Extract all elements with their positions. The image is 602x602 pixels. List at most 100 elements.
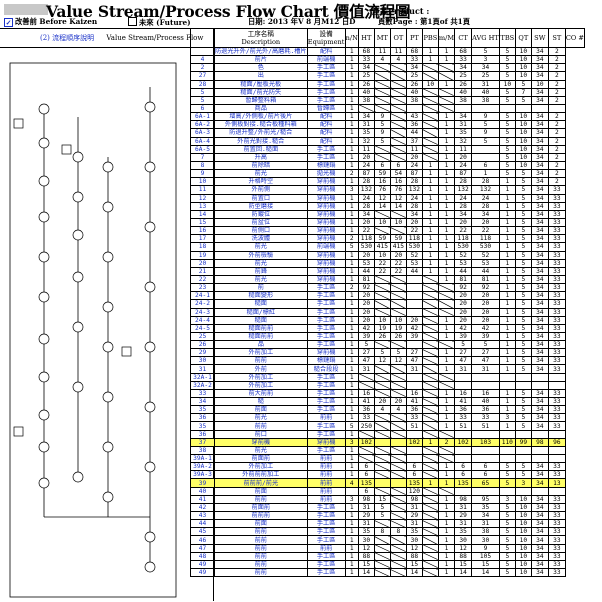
table-cell: 6: [357, 486, 375, 496]
table-cell: 1: [498, 315, 516, 325]
table-cell: 34: [530, 177, 549, 187]
table-row: 6A-4 外前光對接.糙合 配料 1 32 5 37 1 32 5 5 10 34 2: [190, 136, 585, 146]
table-cell: 33: [547, 356, 566, 366]
table-cell: 5: [498, 144, 516, 154]
table-cell: 1: [437, 274, 456, 285]
step-equipment: 前前: [306, 543, 346, 553]
flow-step-node: [144, 461, 156, 473]
before-kaizen-option[interactable]: ✓ 改善前 Before Kaizen: [4, 17, 97, 27]
table-cell: 24: [405, 160, 423, 171]
table-cell: 1: [437, 413, 456, 423]
step-number: 23: [190, 283, 215, 293]
table-cell: 2: [547, 152, 566, 162]
table-cell: [373, 307, 391, 317]
table-cell: 1: [421, 478, 439, 488]
step-equipment: 穿前機: [306, 258, 346, 268]
flow-inspection-box: [13, 118, 24, 129]
step-number: 29: [190, 348, 215, 358]
table-cell: 5: [471, 120, 500, 130]
table-cell: 34: [530, 356, 549, 366]
table-cell: [514, 380, 532, 390]
column-header: QT: [514, 28, 532, 48]
future-option[interactable]: 未來 (Future): [128, 17, 191, 28]
table-cell: 40: [471, 87, 500, 97]
step-number: 17: [190, 234, 215, 244]
step-description: 前前: [214, 527, 308, 537]
table-cell: 35: [357, 128, 375, 138]
table-cell: 33: [471, 413, 500, 423]
table-cell: 8: [373, 527, 391, 537]
step-number: 24-1: [190, 291, 215, 301]
step-number: 49: [190, 559, 215, 570]
table-cell: 1: [421, 250, 439, 260]
table-cell: 26: [405, 79, 423, 89]
table-cell: [421, 315, 439, 325]
table-cell: [373, 380, 391, 390]
step-description: 糙面/前光防失: [214, 87, 308, 97]
table-cell: 38: [357, 95, 375, 105]
table-cell: 34: [405, 209, 423, 219]
table-cell: [373, 209, 391, 219]
table-cell: [514, 429, 532, 439]
table-cell: [421, 567, 439, 578]
step-description: 前前: [214, 494, 308, 504]
table-cell: 5: [498, 71, 516, 81]
step-equipment: 穿前機: [306, 266, 346, 276]
table-cell: 44: [454, 266, 473, 276]
table-cell: 1: [437, 356, 456, 366]
table-cell: 1: [344, 79, 359, 89]
table-cell: 39: [471, 331, 500, 342]
table-cell: 34: [530, 55, 549, 65]
table-cell: 5: [514, 217, 532, 228]
table-cell: 33: [547, 559, 566, 570]
checkbox-empty-icon[interactable]: [128, 17, 137, 26]
flow-step-node: [72, 191, 84, 203]
table-cell: 1: [344, 120, 359, 130]
table-cell: 34: [530, 144, 549, 154]
step-equipment: 配料: [306, 46, 346, 57]
table-cell: [421, 429, 439, 439]
table-cell: [405, 445, 423, 456]
step-description: 前前: [214, 535, 308, 545]
table-cell: 51: [405, 421, 423, 431]
table-cell: 31: [357, 502, 375, 513]
table-cell: 5: [514, 405, 532, 415]
column-header: 設備 Equipment: [306, 28, 346, 48]
step-equipment: 手工區: [306, 519, 346, 529]
table-cell: 1: [344, 331, 359, 342]
table-cell: 1: [437, 462, 456, 472]
table-row: 28 糙面/壓板光板 手工區 1 26 26 10 1 26 31 10 5 10 2: [190, 79, 585, 89]
checkbox-checked-icon[interactable]: ✓: [4, 18, 13, 27]
step-description: 前前: [214, 543, 308, 553]
table-cell: 1: [344, 445, 359, 456]
table-cell: 1: [498, 242, 516, 252]
table-cell: 53: [405, 258, 423, 268]
table-cell: [405, 103, 423, 114]
table-cell: 1: [437, 177, 456, 187]
step-description: 商品: [214, 103, 308, 114]
table-cell: 36: [471, 405, 500, 415]
table-cell: 31: [357, 364, 375, 374]
step-description: 出: [214, 71, 308, 81]
table-cell: 16: [405, 388, 423, 399]
table-cell: [389, 152, 407, 162]
table-cell: [437, 486, 456, 496]
table-cell: 20: [357, 250, 375, 260]
table-cell: 1: [498, 299, 516, 309]
table-cell: 10: [389, 217, 407, 228]
table-cell: 16: [471, 388, 500, 399]
table-cell: 88: [405, 551, 423, 561]
step-equipment: 穿前機: [306, 217, 346, 228]
table-cell: 10: [514, 144, 532, 154]
table-cell: 1: [344, 226, 359, 236]
table-cell: [357, 429, 375, 439]
table-cell: 5: [498, 470, 516, 480]
table-cell: [514, 454, 532, 464]
table-cell: [389, 429, 407, 439]
table-cell: [389, 413, 407, 423]
table-cell: 1: [437, 551, 456, 561]
flow-step-node: [102, 301, 114, 313]
step-description: 外前側: [214, 185, 308, 195]
table-cell: 20: [389, 397, 407, 407]
table-cell: 20: [357, 217, 375, 228]
